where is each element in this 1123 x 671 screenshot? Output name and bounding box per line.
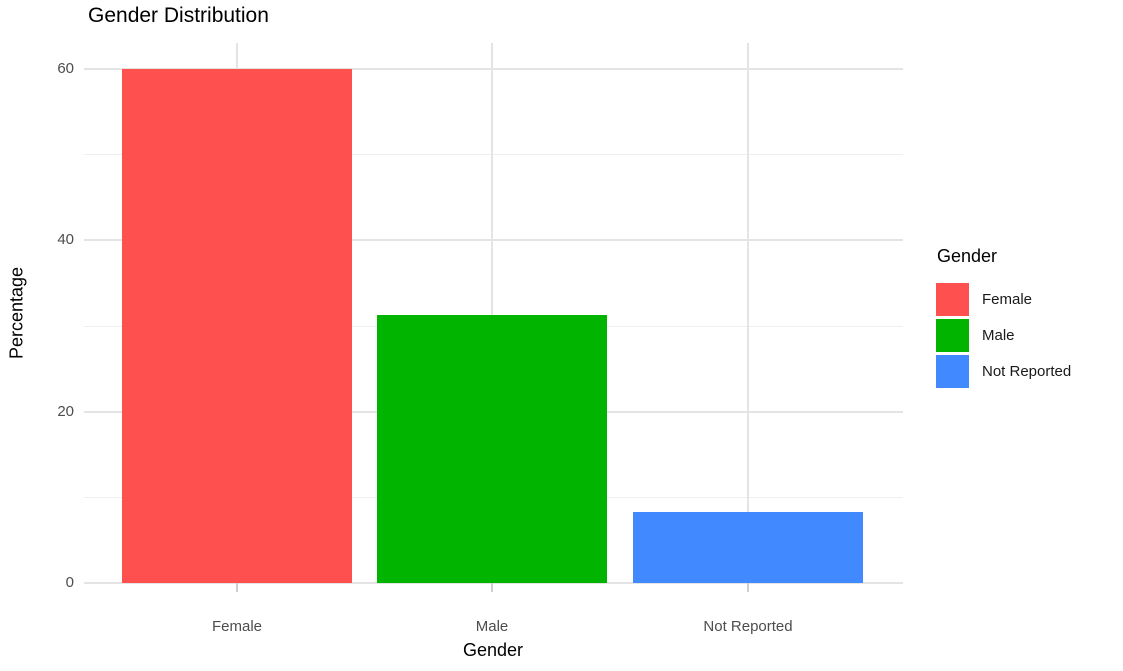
y-axis-title: Percentage xyxy=(6,266,27,360)
legend-item: Female xyxy=(936,283,1071,316)
legend-swatch xyxy=(936,355,969,388)
legend-title: Gender xyxy=(937,246,998,266)
y-tick-label: 60 xyxy=(57,60,74,77)
gridline-vertical-major xyxy=(747,43,749,583)
gridline-horizontal-major xyxy=(84,68,903,70)
legend-swatch xyxy=(936,283,969,316)
gridline-horizontal-minor xyxy=(84,154,903,156)
legend: Gender Female Male Not Reported xyxy=(936,246,1071,388)
legend-item: Male xyxy=(936,319,1071,352)
legend-swatch xyxy=(936,319,969,352)
legend-label: Male xyxy=(982,327,1015,344)
y-tick-label: 20 xyxy=(57,402,74,420)
legend-label: Female xyxy=(982,291,1033,308)
y-tick-label: 40 xyxy=(57,231,74,249)
legend-item: Not Reported xyxy=(936,355,1071,388)
bar-female xyxy=(122,69,352,583)
x-tick-label: Female xyxy=(211,618,263,635)
legend-items: Female Male Not Reported xyxy=(936,283,1071,388)
x-tick-mark xyxy=(491,583,493,592)
x-tick-mark xyxy=(747,583,749,592)
chart-title: Gender Distribution xyxy=(88,4,269,27)
bar-not-reported xyxy=(633,511,863,583)
gridline-horizontal-major xyxy=(84,582,903,584)
legend-label: Not Reported xyxy=(982,363,1072,380)
gridline-vertical-major xyxy=(491,43,493,583)
x-tick-label: Male xyxy=(475,618,509,635)
x-tick-mark xyxy=(236,583,238,592)
gridline-horizontal-major xyxy=(84,239,903,242)
x-tick-label: Not Reported xyxy=(703,618,793,635)
bar-male xyxy=(377,314,607,583)
x-axis-title: Gender xyxy=(462,640,524,660)
plot-panel xyxy=(84,43,903,584)
y-tick-label: 0 xyxy=(65,574,74,591)
